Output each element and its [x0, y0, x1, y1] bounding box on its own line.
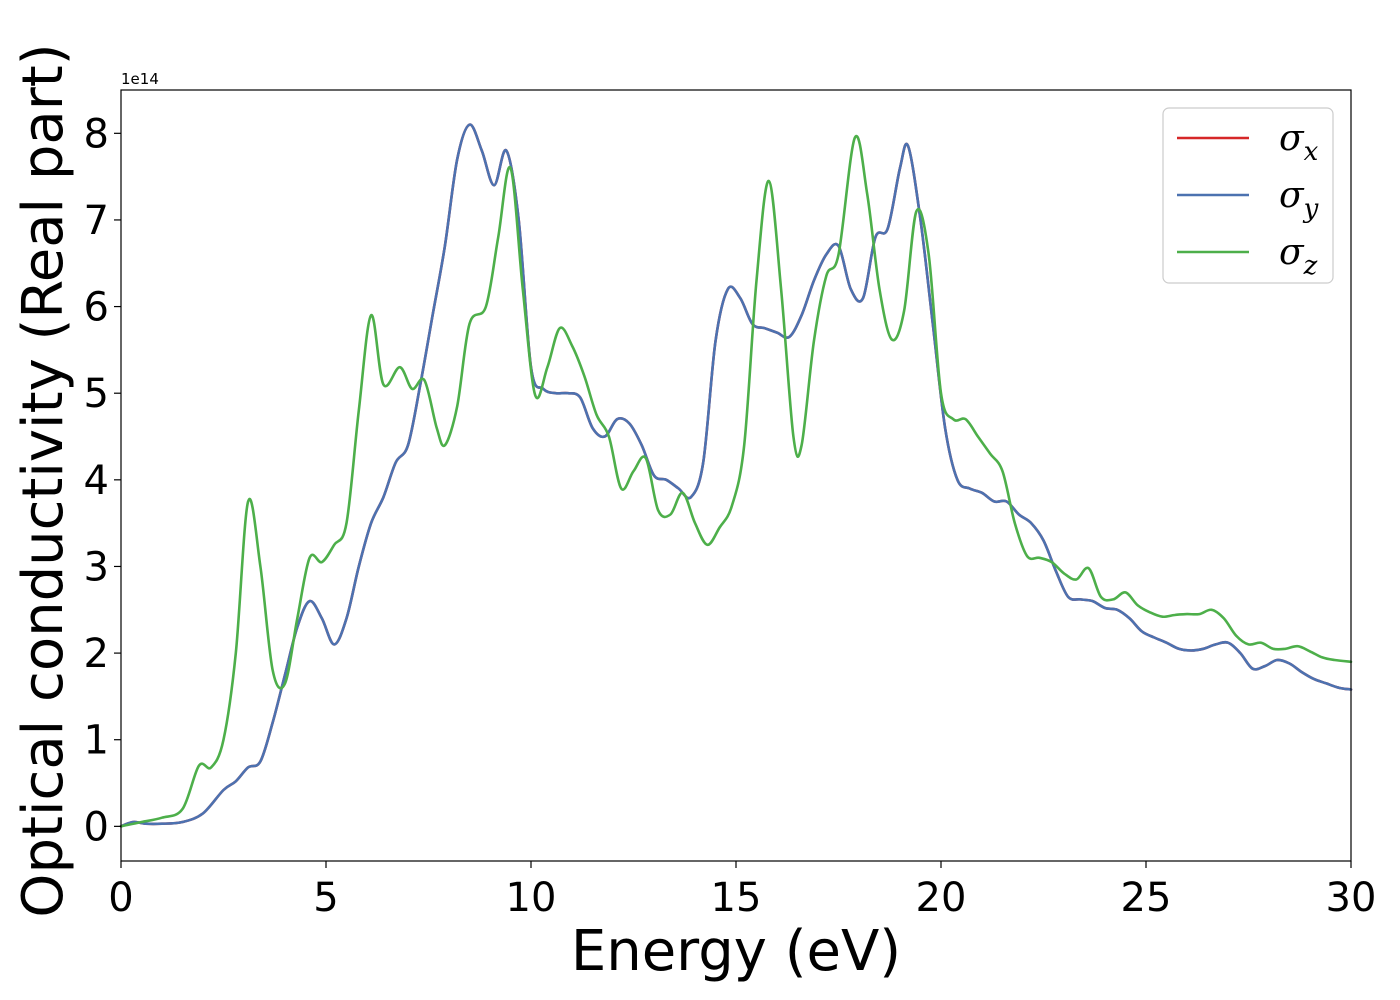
series-layer: [119, 123, 1353, 828]
y-tick-label: 3: [84, 544, 109, 590]
y-offset-label: 1e14: [121, 70, 159, 88]
x-tick-label: 10: [506, 875, 557, 921]
y-tick-label: 1: [84, 718, 109, 764]
x-tick-label: 15: [711, 875, 762, 921]
series-line-y: [119, 123, 1353, 828]
legend: σx σy σz: [1162, 107, 1334, 284]
y-tick-label: 8: [84, 111, 109, 157]
y-tick-label: 4: [84, 458, 109, 504]
y-tick-label: 6: [84, 285, 109, 331]
y-axis-title: Optical conductivity (Real part): [11, 43, 76, 917]
legend-label-y: σy: [1279, 175, 1319, 224]
x-tick-label: 30: [1326, 875, 1377, 921]
x-axis-title: Energy (eV): [571, 919, 901, 984]
x-axis: 0 5 10 15 20 25 30: [108, 861, 1376, 921]
y-tick-label: 0: [84, 804, 109, 850]
x-tick-label: 5: [313, 875, 338, 921]
x-tick-label: 25: [1121, 875, 1172, 921]
y-tick-label: 7: [84, 198, 109, 244]
x-tick-label: 20: [916, 875, 967, 921]
y-tick-label: 5: [84, 371, 109, 417]
legend-label-x: σx: [1279, 118, 1319, 167]
x-tick-label: 0: [108, 875, 133, 921]
y-axis: 0 1 2 3 4 5 6 7 8: [84, 111, 121, 850]
series-line-z: [119, 134, 1353, 828]
legend-label-z: σz: [1279, 232, 1318, 281]
y-tick-label: 2: [84, 631, 109, 677]
